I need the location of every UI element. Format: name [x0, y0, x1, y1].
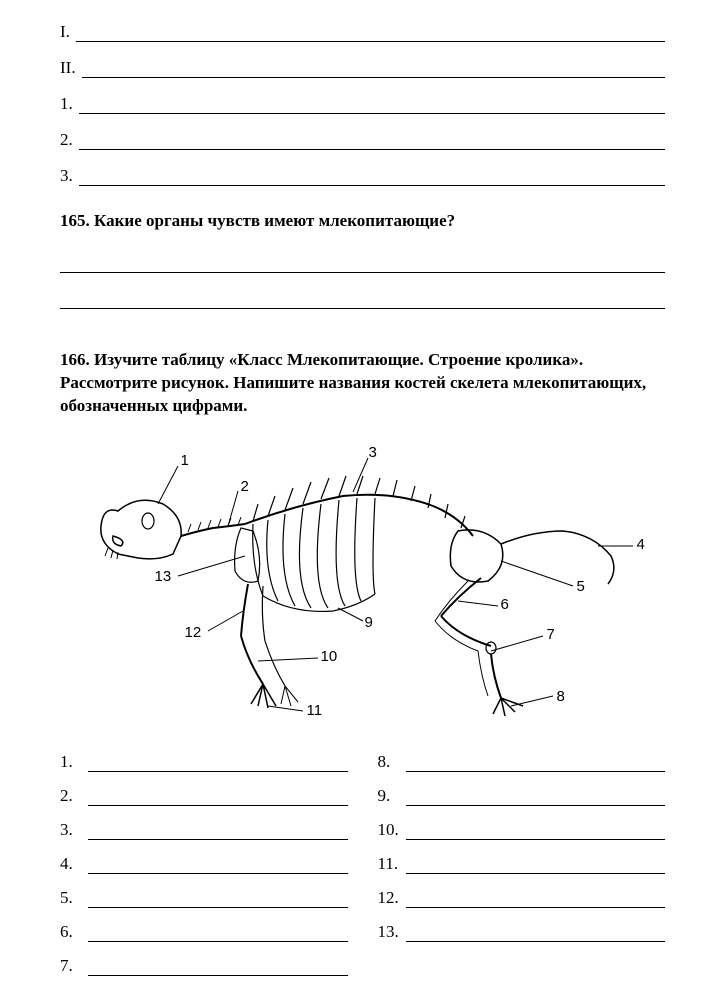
line-label: 2. — [60, 130, 79, 150]
underline — [406, 852, 666, 874]
answer-line[interactable]: 1. — [60, 750, 348, 772]
underline — [88, 852, 348, 874]
diagram-label-13: 13 — [155, 568, 172, 585]
answer-col-left: 1. 2. 3. 4. 5. 6. 7. — [60, 750, 348, 988]
underline — [88, 818, 348, 840]
answer-line[interactable]: 12. — [378, 886, 666, 908]
underline — [406, 818, 666, 840]
question-number: 165. — [60, 211, 90, 230]
underline — [76, 20, 665, 42]
line-label: I. — [60, 22, 76, 42]
fill-line[interactable]: I. — [60, 20, 665, 42]
underline — [88, 920, 348, 942]
answer-line[interactable]: 2. — [60, 784, 348, 806]
underline — [88, 954, 348, 976]
line-label: 1. — [60, 94, 79, 114]
underline — [82, 56, 665, 78]
diagram-label-9: 9 — [365, 614, 373, 631]
diagram-label-7: 7 — [547, 626, 555, 643]
diagram-label-11: 11 — [307, 702, 323, 719]
underline — [79, 128, 665, 150]
answer-line[interactable]: 13. — [378, 920, 666, 942]
answer-line[interactable]: 4. — [60, 852, 348, 874]
answer-label: 10. — [378, 820, 406, 840]
answer-line[interactable]: 3. — [60, 818, 348, 840]
answer-line[interactable]: 8. — [378, 750, 666, 772]
answer-label: 4. — [60, 854, 88, 874]
answer-line[interactable]: 11. — [378, 852, 666, 874]
underline — [406, 750, 666, 772]
answer-line[interactable]: 6. — [60, 920, 348, 942]
diagram-label-10: 10 — [321, 648, 338, 665]
diagram-label-12: 12 — [185, 624, 202, 641]
diagram-label-5: 5 — [577, 578, 585, 595]
answer-label: 6. — [60, 922, 88, 942]
question-165: 165. Какие органы чувств имеют млекопита… — [60, 210, 665, 233]
diagram-label-1: 1 — [181, 452, 189, 469]
question-text: Изучите таблицу «Класс Млекопитающие. Ст… — [60, 350, 646, 415]
underline — [88, 784, 348, 806]
line-label: II. — [60, 58, 82, 78]
answer-label: 2. — [60, 786, 88, 806]
answer-label: 3. — [60, 820, 88, 840]
underline — [406, 784, 666, 806]
diagram-label-3: 3 — [369, 444, 377, 461]
answer-label: 8. — [378, 752, 406, 772]
underline — [88, 886, 348, 908]
question-number: 166. — [60, 350, 90, 369]
fill-line[interactable]: 2. — [60, 128, 665, 150]
answer-label: 7. — [60, 956, 88, 976]
underline — [79, 92, 665, 114]
underline — [406, 920, 666, 942]
skeleton-diagram: 1 2 3 4 5 6 7 8 9 10 11 12 13 — [63, 436, 663, 736]
answer-label: 13. — [378, 922, 406, 942]
answer-line[interactable] — [60, 251, 665, 273]
fill-line[interactable]: 3. — [60, 164, 665, 186]
answer-label: 5. — [60, 888, 88, 908]
answer-line[interactable] — [60, 287, 665, 309]
line-label: 3. — [60, 166, 79, 186]
underline — [406, 886, 666, 908]
answer-label: 11. — [378, 854, 406, 874]
diagram-label-6: 6 — [501, 596, 509, 613]
answer-line[interactable]: 5. — [60, 886, 348, 908]
question-166: 166. Изучите таблицу «Класс Млекопитающи… — [60, 349, 665, 418]
answer-line[interactable]: 7. — [60, 954, 348, 976]
answer-line[interactable]: 9. — [378, 784, 666, 806]
fill-line[interactable]: 1. — [60, 92, 665, 114]
question-text: Какие органы чувств имеют млекопитающие? — [94, 211, 455, 230]
diagram-label-4: 4 — [637, 536, 645, 553]
diagram-label-2: 2 — [241, 478, 249, 495]
fill-line[interactable]: II. — [60, 56, 665, 78]
answer-col-right: 8. 9. 10. 11. 12. 13. — [378, 750, 666, 988]
underline — [79, 164, 665, 186]
answer-label: 1. — [60, 752, 88, 772]
underline — [88, 750, 348, 772]
answer-columns: 1. 2. 3. 4. 5. 6. 7. 8. 9. 10. 11. 12. 1… — [60, 750, 665, 988]
answer-label: 9. — [378, 786, 406, 806]
answer-line[interactable]: 10. — [378, 818, 666, 840]
top-lines: I. II. 1. 2. 3. — [60, 20, 665, 186]
diagram-label-8: 8 — [557, 688, 565, 705]
answer-label: 12. — [378, 888, 406, 908]
